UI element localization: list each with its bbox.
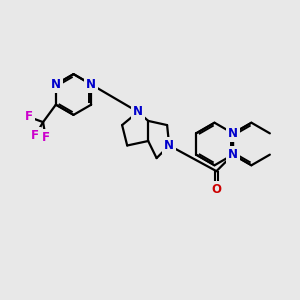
Text: O: O — [212, 183, 221, 196]
Text: N: N — [51, 78, 61, 91]
Text: N: N — [164, 139, 174, 152]
Text: F: F — [24, 110, 32, 123]
Text: N: N — [228, 148, 238, 161]
Text: N: N — [228, 148, 238, 161]
Text: N: N — [164, 139, 174, 152]
Text: F: F — [42, 131, 50, 144]
Text: N: N — [133, 105, 143, 119]
Text: N: N — [86, 78, 96, 91]
Text: N: N — [228, 127, 238, 140]
Text: F: F — [24, 110, 32, 123]
Text: O: O — [212, 183, 221, 196]
Text: N: N — [133, 105, 143, 119]
Text: N: N — [228, 127, 238, 140]
Text: F: F — [31, 129, 39, 142]
Text: N: N — [86, 78, 96, 91]
Text: N: N — [51, 78, 61, 91]
Text: F: F — [31, 129, 39, 142]
Text: F: F — [42, 131, 50, 144]
